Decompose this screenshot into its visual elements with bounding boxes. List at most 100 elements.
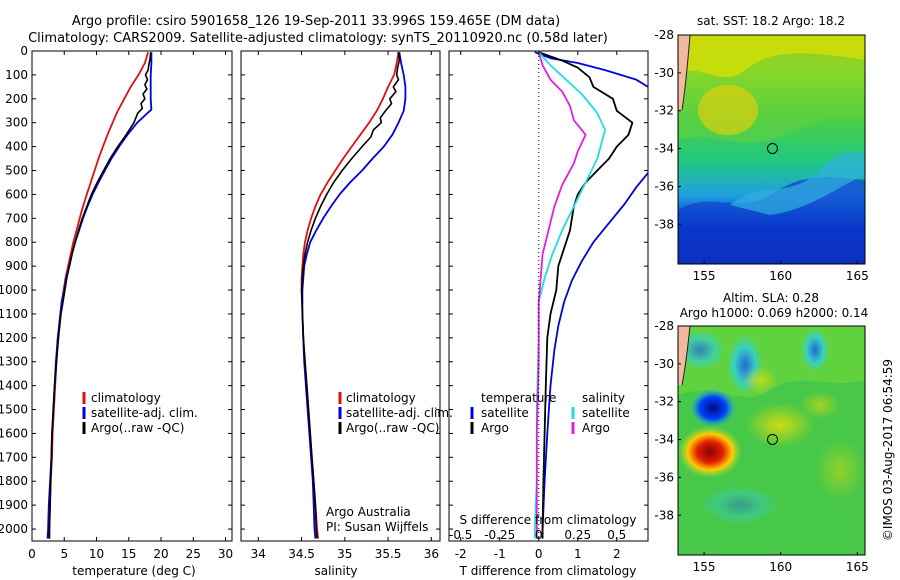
argo-position-marker [766, 142, 778, 154]
legend-label-argo: Argo(..raw -QC) [346, 421, 439, 435]
map-x-tick-label: 165 [846, 560, 869, 574]
legend-label-s-satellite: satellite [582, 406, 630, 420]
legend-label-satellite: satellite-adj. clim. [346, 406, 453, 420]
map-y-tick-label: -28 [654, 28, 674, 42]
x-tick-label: 35 [337, 547, 352, 561]
map-x-tick-label: 155 [693, 560, 716, 574]
map-y-tick-label: -36 [654, 470, 674, 484]
depth-tick-label: 1800 [0, 474, 28, 488]
series-line-argo-raw-qc- [300, 52, 401, 539]
legend-header-temperature: temperature [481, 391, 556, 405]
x-tick-label: 0 [535, 547, 543, 561]
depth-tick-label: 1300 [0, 355, 28, 369]
temperature-axis-label: temperature (deg C) [72, 564, 195, 578]
t-difference-axis-label: T difference from climatology [459, 564, 637, 578]
x-tick-label: 0 [28, 547, 36, 561]
sst-map [678, 35, 865, 264]
footer-pi: PI: Susan Wijffels [326, 520, 428, 534]
timestamp-stamp: ©IMOS 03-Aug-2017 06:54:59 [881, 359, 895, 541]
depth-tick-label: 700 [5, 211, 28, 225]
x-tick-label: -1 [494, 547, 506, 561]
legend-label-climatology: climatology [91, 391, 161, 405]
legend-label-climatology: climatology [346, 391, 416, 405]
map-y-tick-label: -32 [654, 104, 674, 118]
series-line-temperature-argo [538, 51, 634, 539]
depth-tick-label: 1000 [0, 283, 28, 297]
x-tick-label: 1 [574, 547, 582, 561]
x-tick-label: 34 [251, 547, 266, 561]
map-y-tick-label: -30 [654, 357, 674, 371]
map-y-tick-label: -34 [654, 433, 674, 447]
x-tick-label: 35.5 [375, 547, 402, 561]
legend-label-t-satellite: satellite [481, 406, 529, 420]
map-y-tick-label: -30 [654, 66, 674, 80]
legend-label-argo: Argo(..raw -QC) [91, 421, 184, 435]
x-tick-label: 2 [613, 547, 621, 561]
x-tick-label: 30 [218, 547, 233, 561]
depth-tick-label: 200 [5, 92, 28, 106]
x-tick-label: -2 [455, 547, 467, 561]
series-line-salinity-argo [535, 51, 587, 539]
temperature-series [46, 51, 153, 539]
depth-tick-label: 2000 [0, 522, 28, 536]
legend-label-t-argo: Argo [481, 421, 509, 435]
footer-org: Argo Australia [326, 505, 411, 519]
depth-tick-label: 1600 [0, 426, 28, 440]
depth-tick-label: 1900 [0, 498, 28, 512]
depth-tick-label: 100 [5, 68, 28, 82]
depth-tick-label: 1400 [0, 379, 28, 393]
header-line-1: Argo profile: csiro 5901658_126 19-Sep-2… [72, 14, 560, 29]
salinity-series [300, 52, 407, 539]
series-line-satellite-adj-clim- [46, 52, 153, 539]
salinity-axis-label: salinity [314, 564, 357, 578]
difference-legend: temperature satellite Argo salinity sate… [470, 391, 630, 435]
x-tick-label: 20 [153, 547, 168, 561]
depth-tick-label: 600 [5, 187, 28, 201]
legend-header-salinity: salinity [582, 391, 625, 405]
depth-tick-label: 1100 [0, 307, 28, 321]
temperature-legend: climatology satellite-adj. clim. Argo(..… [82, 391, 198, 435]
map-x-tick-label: 155 [693, 269, 716, 283]
x-tick-label: 15 [121, 547, 136, 561]
depth-tick-label: 1200 [0, 331, 28, 345]
s-difference-axis-label: S difference from climatology [460, 513, 637, 527]
argo-position-marker [766, 433, 778, 445]
temperature-panel-frame [31, 50, 233, 542]
x-tick-labels: 0 5 10 15 20 25 30 34 34.5 35 35.5 36 -2 -1 0 1 2 -0.5 -0.… [28, 51, 626, 561]
sla-map-subtitle: Argo h1000: 0.069 h2000: 0.14 [680, 306, 869, 320]
x-tick-label: 10 [89, 547, 104, 561]
map-y-tick-label: -38 [654, 217, 674, 231]
secondary-x-tick-label: 0 [535, 528, 543, 542]
depth-tick-label: 800 [5, 235, 28, 249]
map-x-tick-label: 160 [769, 269, 792, 283]
depth-tick-label: 500 [5, 164, 28, 178]
secondary-x-tick-label: 0.25 [564, 528, 591, 542]
x-tick-label: 5 [60, 547, 68, 561]
sla-map-title: Altim. SLA: 0.28 [723, 291, 819, 305]
sst-map-frame [677, 34, 866, 265]
salinity-panel-frame [240, 50, 441, 542]
series-line-satellite-adj-clim- [301, 52, 407, 539]
map-y-tick-label: -34 [654, 142, 674, 156]
map-x-tick-label: 165 [846, 269, 869, 283]
depth-tick-label: 0 [20, 44, 28, 58]
legend-label-satellite: satellite-adj. clim. [91, 406, 198, 420]
map-tick-labels: 155 160 165 -28 -30 -32 -34 -36 -38 155 160 165 -28 -… [654, 28, 868, 574]
series-line-temperature-satellite [534, 51, 649, 88]
sla-map [678, 326, 865, 555]
difference-series [533, 51, 649, 539]
depth-tick-label: 1500 [0, 403, 28, 417]
x-tick-label: 34.5 [288, 547, 315, 561]
salinity-legend: climatology satellite-adj. clim. Argo(..… [326, 391, 453, 534]
series-line-temperature-satellite-deep- [541, 172, 649, 539]
secondary-x-tick-label: -0.5 [449, 528, 472, 542]
difference-panel-frame [448, 50, 649, 542]
map-y-tick-label: -36 [654, 179, 674, 193]
x-tick-label: 25 [186, 547, 201, 561]
secondary-x-tick-label: 0.5 [607, 528, 626, 542]
depth-tick-label: 1700 [0, 450, 28, 464]
x-tick-label: 36 [424, 547, 439, 561]
map-x-tick-label: 160 [769, 560, 792, 574]
